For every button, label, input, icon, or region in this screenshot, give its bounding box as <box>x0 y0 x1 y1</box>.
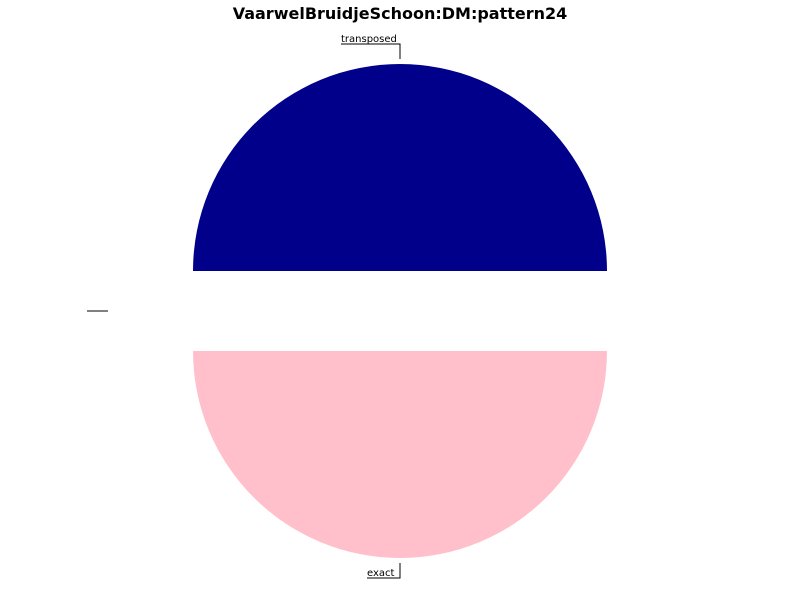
pie-labels: transposed exact <box>87 34 401 579</box>
pie-slice-exact <box>193 351 607 558</box>
pie-slices <box>193 64 607 558</box>
leader-line-exact <box>367 563 401 579</box>
slice-label-exact: exact <box>367 568 395 579</box>
slice-label-transposed: transposed <box>341 34 397 45</box>
chart-title: VaarwelBruidjeSchoon:DM:pattern24 <box>233 4 568 23</box>
pie-slice-transposed <box>193 64 607 271</box>
slice-label-group-exact: exact <box>367 563 401 579</box>
leader-line-transposed <box>341 43 401 59</box>
slice-label-group-transposed: transposed <box>341 34 401 59</box>
